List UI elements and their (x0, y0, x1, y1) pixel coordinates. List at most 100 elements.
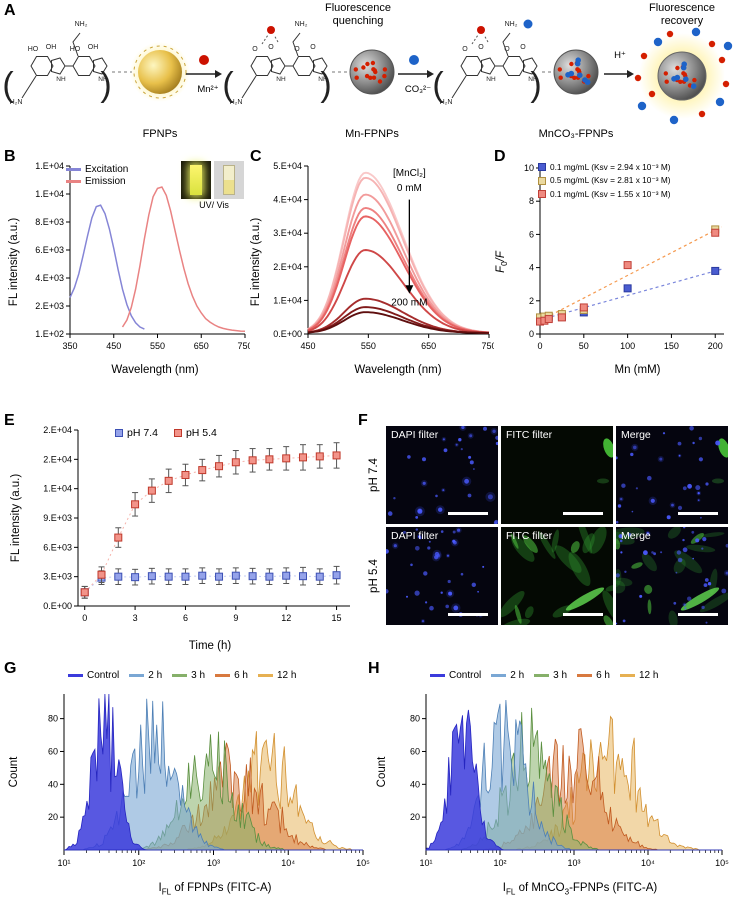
legend-swatch (215, 674, 231, 677)
svg-text:3.E+04: 3.E+04 (273, 228, 302, 238)
chart-h-flow-cytometry-mnco3-fpnps: 20 40 60 80 10¹ 10² 10³ 10⁴ 10⁵ (410, 694, 729, 868)
legend-label: Control (87, 670, 120, 681)
svg-text:0: 0 (529, 329, 534, 339)
svg-text:NH₂: NH₂ (295, 21, 308, 28)
svg-text:15: 15 (332, 613, 342, 623)
row-label-ph54: pH 5.4 (368, 559, 380, 593)
g-x-pre: I (158, 882, 162, 894)
svg-text:10²: 10² (493, 858, 506, 868)
svg-text:0.E+00: 0.E+00 (43, 601, 72, 611)
microscopy-image (386, 527, 498, 625)
svg-text:2.E+04: 2.E+04 (43, 454, 72, 464)
microscopy-image (386, 426, 498, 524)
svg-text:10: 10 (524, 163, 534, 173)
legend-item: 0.5 mg/mL (Ksv = 2.81 x 10⁻³ M) (538, 174, 671, 186)
axis-label-g-x: IFL of FPNPs (FITC-A) (90, 882, 340, 896)
legend-swatch (129, 674, 145, 677)
svg-text:2.E+03: 2.E+03 (35, 301, 64, 311)
h-x-sub2: 3 (564, 887, 570, 897)
legend-label: 3 h (191, 670, 206, 681)
svg-text:6: 6 (183, 613, 188, 623)
svg-text:NH: NH (56, 76, 66, 83)
svg-text:450: 450 (300, 341, 315, 351)
axis-label-d-x: Mn (mM) (614, 364, 661, 376)
legend-swatch (66, 180, 81, 183)
legend-b: Excitation Emission (66, 164, 128, 187)
panel-letter-d: D (494, 148, 506, 165)
svg-text:0 mM: 0 mM (397, 183, 422, 194)
svg-text:650: 650 (421, 341, 436, 351)
legend-label: 12 h (638, 670, 659, 681)
svg-text:100: 100 (620, 341, 635, 351)
svg-text:4: 4 (529, 263, 534, 273)
svg-text:80: 80 (410, 714, 420, 724)
svg-text:0: 0 (537, 341, 542, 351)
g-x-sub: FL (161, 887, 172, 897)
legend-swatch (538, 163, 546, 172)
svg-text:H₂N: H₂N (440, 99, 453, 106)
svg-text:HO: HO (28, 46, 39, 53)
h-x-pre: I (502, 882, 506, 894)
microscopy-cell-ph74-dapi: DAPI filter (386, 426, 498, 524)
axis-label-d-y: F0/F (495, 251, 509, 273)
svg-text:(: ( (432, 66, 444, 104)
microscopy-image (616, 426, 728, 524)
cell-label: FITC filter (506, 429, 553, 441)
svg-text:10⁴: 10⁴ (641, 858, 655, 868)
svg-text:60: 60 (410, 746, 420, 756)
legend-h: Control 2 h 3 h 6 h 12 h (430, 670, 658, 681)
axis-label-b-y: FL intensity (a.u.) (8, 217, 20, 307)
legend-item: 3 h (172, 670, 205, 681)
svg-text:(: ( (2, 66, 14, 104)
svg-text:[MnCl₂]: [MnCl₂] (393, 168, 426, 179)
legend-item: Control (68, 670, 119, 681)
cell-label: Merge (621, 530, 651, 542)
legend-swatch (172, 674, 188, 677)
svg-text:8.E+03: 8.E+03 (35, 217, 64, 227)
svg-text:40: 40 (48, 779, 58, 789)
axis-label-h-x: IFL of MnCO3-FPNPs (FITC-A) (450, 882, 710, 896)
svg-text:3: 3 (133, 613, 138, 623)
svg-text:650: 650 (194, 341, 209, 351)
axis-label-b-x: Wavelength (nm) (111, 364, 199, 376)
legend-item: Excitation (66, 164, 128, 175)
svg-text:450: 450 (106, 341, 121, 351)
svg-text:200 mM: 200 mM (391, 297, 427, 308)
axis-label-e-x: Time (h) (188, 640, 232, 652)
axis-label-c-y: FL intensity (a.u.) (250, 217, 262, 307)
svg-text:9: 9 (233, 613, 238, 623)
cell-label: FITC filter (506, 530, 553, 542)
legend-item: 0.1 mg/mL (Ksv = 2.94 x 10⁻³ M) (538, 161, 671, 173)
svg-text:6: 6 (529, 229, 534, 239)
svg-text:O: O (310, 44, 316, 51)
axis-label-e-y: FL intensity (a.u.) (10, 473, 22, 563)
svg-text:10⁵: 10⁵ (715, 858, 729, 868)
f0f-sub: 0 (500, 261, 510, 266)
panel-letter-e: E (4, 412, 15, 429)
g-x-post-a: of FPNPs (FITC-A) (171, 882, 272, 894)
legend-label: 2 h (510, 670, 525, 681)
legend-label: 6 h (234, 670, 248, 681)
svg-text:1.E+02: 1.E+02 (35, 329, 64, 339)
legend-item: 12 h (619, 670, 659, 681)
svg-text:1.E+04: 1.E+04 (43, 484, 72, 494)
label-co3-ion: CO₃²⁻ (404, 84, 432, 95)
svg-text:20: 20 (410, 812, 420, 822)
legend-g: Control 2 h 3 h 6 h 12 h (68, 670, 296, 681)
cell-label: DAPI filter (391, 530, 439, 542)
cuvette-uv (190, 165, 202, 195)
svg-text:0: 0 (82, 613, 87, 623)
svg-text:60: 60 (48, 746, 58, 756)
vis-cuvette-photo (214, 161, 244, 199)
svg-text:OH: OH (88, 44, 99, 51)
svg-text:150: 150 (664, 341, 679, 351)
f0f-pre: F (494, 265, 507, 273)
svg-text:NH: NH (318, 76, 328, 83)
legend-label: 0.1 mg/mL (Ksv = 2.94 x 10⁻³ M) (550, 162, 671, 172)
axis-label-c-x: Wavelength (nm) (354, 364, 442, 376)
svg-text:0.E+00: 0.E+00 (273, 329, 302, 339)
microscopy-image (616, 527, 728, 625)
microscopy-cell-ph54-merge: Merge (616, 527, 728, 625)
legend-item: 6 h (577, 670, 610, 681)
